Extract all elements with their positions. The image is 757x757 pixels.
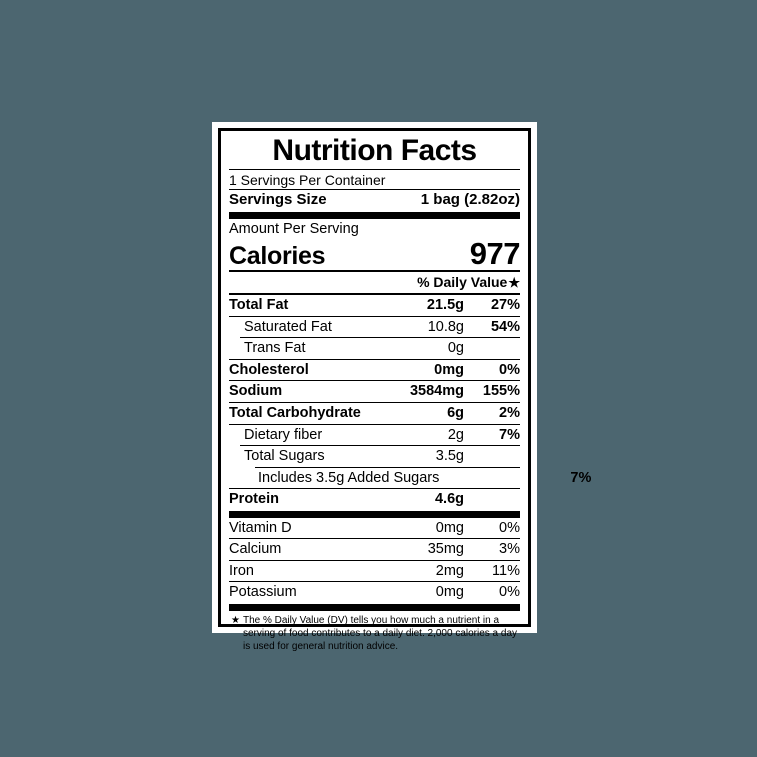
nutrient-amount: 10.8g <box>427 318 464 335</box>
star-icon: ★ <box>508 275 520 291</box>
thick-divider-footnote <box>229 603 520 611</box>
page-title: Nutrition Facts <box>272 134 477 167</box>
nutrient-percent: 11% <box>492 562 520 579</box>
nutrient-amount: 2g <box>447 426 464 443</box>
nutrient-name: Calcium <box>229 541 282 558</box>
table-row: Trans Fat 0g <box>229 338 520 359</box>
table-row: Vitamin D 0mg 0% <box>229 518 520 539</box>
table-row: Total Carbohydrate 6g 2% <box>229 403 520 424</box>
nutrient-name: Potassium <box>229 584 297 601</box>
calories-divider <box>229 270 520 273</box>
table-row: Includes 3.5g Added Sugars 7% <box>229 468 591 489</box>
amount-per-serving-label: Amount Per Serving <box>229 220 359 237</box>
footnote-text: The % Daily Value (DV) tells you how muc… <box>242 614 518 652</box>
nutrient-amount: 35mg <box>427 541 464 558</box>
serving-size-label: Servings Size <box>229 191 327 209</box>
nutrient-name: Total Sugars <box>244 448 325 465</box>
table-row: Protein 4.6g <box>229 489 520 510</box>
title-divider <box>229 168 520 170</box>
calories-label: Calories <box>229 242 326 271</box>
nutrient-name: Trans Fat <box>244 340 306 357</box>
nutrient-percent: 27% <box>490 297 520 314</box>
nutrient-name: Total Fat <box>229 297 289 314</box>
nutrient-percent: 54% <box>490 318 520 335</box>
daily-value-header: % Daily Value★ <box>229 272 520 293</box>
nutrient-name: Iron <box>229 562 254 579</box>
nutrient-percent: 7% <box>570 469 592 486</box>
nutrient-amount: 21.5g <box>426 297 464 314</box>
nutrient-name: Vitamin D <box>229 519 292 536</box>
nutrient-name: Total Carbohydrate <box>229 405 361 421</box>
star-icon: ★ <box>231 614 240 626</box>
nutrition-facts-card: Nutrition Facts 1 Servings Per Container… <box>212 122 591 652</box>
nutrient-amount: 6g <box>447 405 464 421</box>
servings-divider <box>229 189 520 191</box>
nutrient-percent: 0% <box>499 584 520 601</box>
nutrient-percent: 0% <box>499 361 520 378</box>
nutrient-percent: 155% <box>482 383 520 400</box>
table-row: Cholesterol 0mg 0% <box>229 360 520 381</box>
row-divider <box>229 488 520 490</box>
table-row: Sodium 3584mg 155% <box>229 381 520 402</box>
calories-value: 977 <box>469 236 521 272</box>
nutrient-name: Saturated Fat <box>244 318 332 335</box>
table-row: Total Sugars 3.5g <box>229 446 520 467</box>
daily-value-footnote: ★ The % Daily Value (DV) tells you how m… <box>229 611 520 653</box>
servings-per-container: 1 Servings Per Container <box>229 171 386 188</box>
nutrient-percent: 0% <box>499 519 520 536</box>
row-divider <box>229 538 520 540</box>
row-divider <box>229 559 520 561</box>
row-divider <box>229 581 520 583</box>
calories-row: Calories 977 <box>229 236 521 272</box>
row-divider <box>229 423 520 425</box>
nutrient-name: Includes 3.5g Added Sugars <box>258 469 440 486</box>
nutrient-amount: 4.6g <box>434 491 464 508</box>
row-divider <box>240 337 520 339</box>
row-divider <box>229 380 520 382</box>
row-divider <box>255 466 520 468</box>
nutrient-amount: 0mg <box>435 584 464 601</box>
nutrient-name: Protein <box>229 491 279 508</box>
row-divider <box>229 358 520 360</box>
daily-value-text: % Daily Value <box>417 274 508 291</box>
nutrient-amount: 0mg <box>435 519 464 536</box>
nutrient-amount: 2mg <box>435 562 464 579</box>
nutrient-amount: 0mg <box>434 361 464 378</box>
nutrient-percent: 2% <box>499 405 520 421</box>
serving-size-row: Servings Size 1 bag (2.82oz) <box>229 190 520 211</box>
table-row: Saturated Fat 10.8g 54% <box>229 317 520 338</box>
row-divider <box>240 445 520 447</box>
thick-divider-top <box>229 211 520 219</box>
table-row: Potassium 0mg 0% <box>229 582 520 603</box>
nutrient-amount: 3.5g <box>435 448 464 465</box>
nutrient-name: Sodium <box>229 383 283 400</box>
nutrient-percent: 3% <box>499 541 520 558</box>
nutrient-name: Cholesterol <box>229 361 309 378</box>
daily-value-divider <box>229 293 520 296</box>
row-divider <box>229 315 520 317</box>
nutrition-facts-panel: Nutrition Facts 1 Servings Per Container… <box>218 128 591 652</box>
table-row: Total Fat 21.5g 27% <box>229 295 520 316</box>
nutrient-amount: 0g <box>447 340 464 357</box>
table-row: Iron 2mg 11% <box>229 561 520 582</box>
thick-divider-vitamins <box>229 510 520 518</box>
row-divider <box>229 402 520 403</box>
serving-size-value: 1 bag (2.82oz) <box>420 191 520 209</box>
table-row: Dietary fiber 2g 7% <box>229 425 520 446</box>
nutrient-percent: 7% <box>499 426 520 443</box>
nutrient-name: Dietary fiber <box>244 426 323 443</box>
nutrient-amount: 3584mg <box>409 383 464 400</box>
table-row: Calcium 35mg 3% <box>229 539 520 560</box>
